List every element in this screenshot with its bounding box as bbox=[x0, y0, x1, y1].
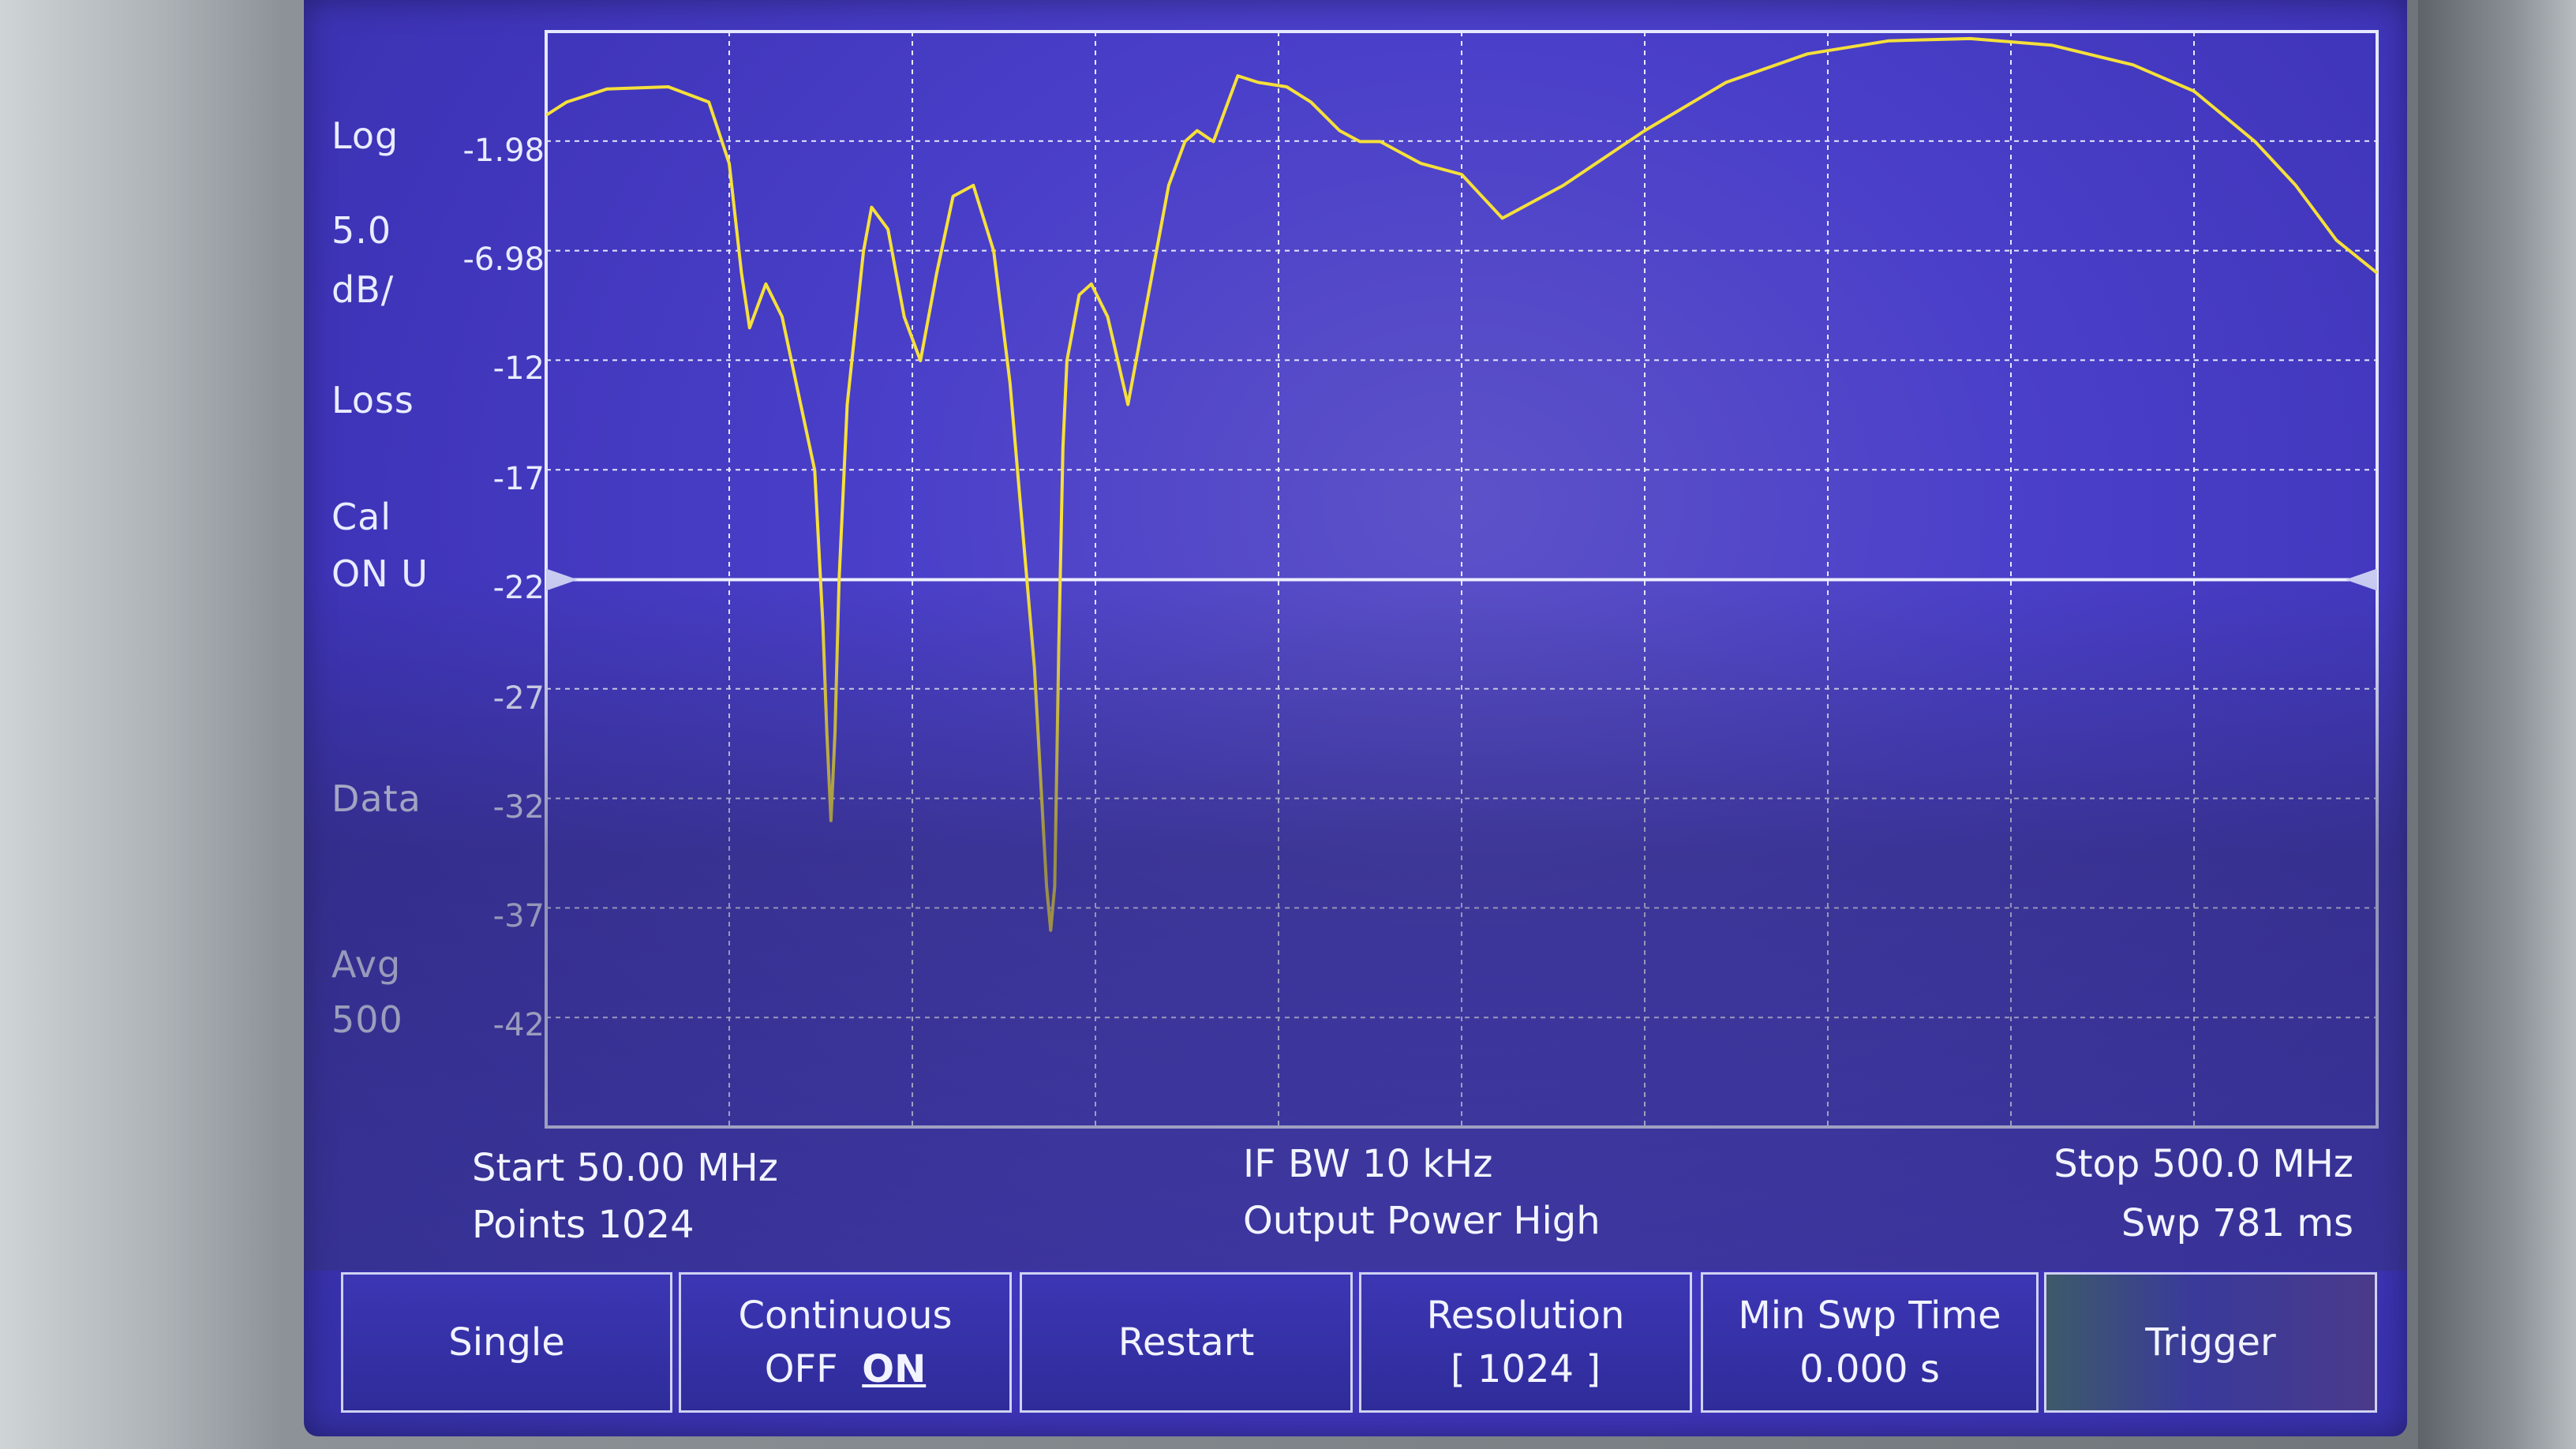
trace-mode-label: Data bbox=[331, 777, 421, 820]
y-tick-label: -1.98 bbox=[462, 133, 545, 169]
points-count: Points 1024 bbox=[472, 1203, 695, 1247]
avg-count: 500 bbox=[331, 998, 403, 1041]
stop-frequency: Stop 500.0 MHz bbox=[2054, 1142, 2353, 1186]
y-tick-label: -17 bbox=[492, 461, 545, 497]
scale-unit: dB/ bbox=[331, 268, 395, 311]
measurement-label: Loss bbox=[331, 379, 414, 421]
trigger-softkey-label: Trigger bbox=[2145, 1320, 2276, 1365]
continuous-softkey-title: Continuous bbox=[738, 1294, 953, 1338]
cal-state: ON U bbox=[331, 552, 429, 595]
avg-label: Avg bbox=[331, 943, 402, 986]
output-power: Output Power High bbox=[1243, 1199, 1601, 1243]
single-softkey[interactable]: Single bbox=[341, 1272, 672, 1413]
y-tick-label: -42 bbox=[492, 1007, 545, 1043]
y-tick-label: -32 bbox=[492, 789, 545, 826]
min-swp-time-value: 0.000 s bbox=[1799, 1347, 1940, 1391]
y-tick-label: -12 bbox=[492, 350, 545, 387]
continuous-off-option: OFF bbox=[764, 1347, 838, 1391]
y-tick-label: -22 bbox=[492, 570, 545, 606]
continuous-softkey[interactable]: Continuous OFF ON bbox=[679, 1272, 1012, 1413]
y-tick-label: -27 bbox=[492, 680, 545, 717]
measurement-trace bbox=[545, 36, 2379, 932]
scale-value: 5.0 bbox=[331, 209, 392, 252]
restart-softkey-label: Restart bbox=[1118, 1320, 1255, 1365]
continuous-softkey-state: OFF ON bbox=[765, 1342, 927, 1396]
continuous-on-option: ON bbox=[862, 1347, 927, 1391]
resolution-softkey-title: Resolution bbox=[1426, 1294, 1625, 1338]
resolution-softkey-value: [ 1024 ] bbox=[1450, 1347, 1601, 1391]
y-tick-label: -37 bbox=[492, 898, 545, 934]
instrument-bezel-right bbox=[2418, 0, 2576, 1449]
min-swp-time-title: Min Swp Time bbox=[1738, 1294, 2001, 1338]
format-label: Log bbox=[331, 114, 399, 157]
display-screen bbox=[304, 0, 2407, 1436]
cal-label: Cal bbox=[331, 496, 392, 538]
reference-marker-left bbox=[546, 568, 578, 591]
reference-marker-right bbox=[2346, 568, 2377, 591]
single-softkey-label: Single bbox=[448, 1320, 565, 1365]
min-swp-time-softkey[interactable]: Min Swp Time 0.000 s bbox=[1701, 1272, 2039, 1413]
resolution-softkey[interactable]: Resolution [ 1024 ] bbox=[1359, 1272, 1692, 1413]
y-tick-label: -6.98 bbox=[462, 242, 545, 278]
sweep-time: Swp 781 ms bbox=[2121, 1201, 2353, 1245]
restart-softkey[interactable]: Restart bbox=[1020, 1272, 1353, 1413]
start-frequency: Start 50.00 MHz bbox=[472, 1146, 778, 1190]
if-bandwidth: IF BW 10 kHz bbox=[1243, 1142, 1493, 1186]
trigger-softkey[interactable]: Trigger bbox=[2044, 1272, 2377, 1413]
